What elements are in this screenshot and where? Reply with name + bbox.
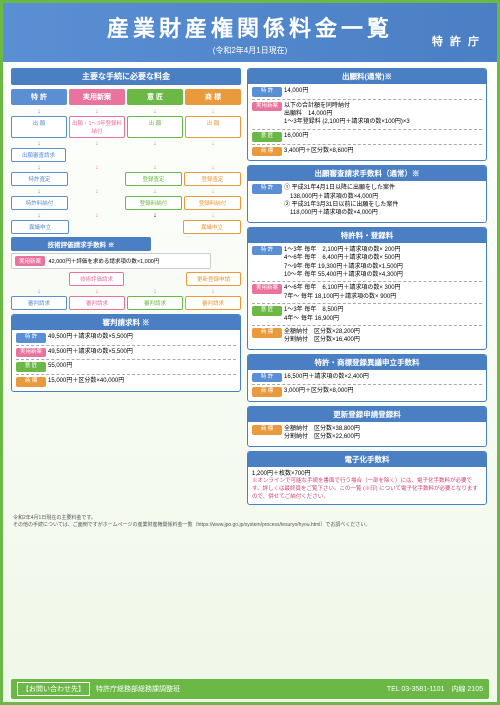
header: 産業財産権関係料金一覧 (令和2年4月1日現在) 特 許 庁 [3, 3, 497, 62]
flow-opposition: 異議申立 [11, 220, 69, 234]
flow-opposition: 異議申立 [183, 220, 241, 234]
flow-decision: 登録査定 [125, 172, 182, 186]
flow-application: 出 願 [127, 116, 183, 138]
box4-body: 特 許16,500円＋請求項の数×2,400円商 標3,000円＋区分数×8,0… [248, 370, 486, 401]
box5-title: 更新登録申請登録料 [248, 407, 486, 422]
footer-tel: TEL 03-3581-1101 内線 2105 [387, 684, 483, 694]
flow-trial: 審判請求 [11, 296, 67, 310]
flow-application: 出 願 [185, 116, 241, 138]
note2: その他の手続については、ご面倒ですがホームページの産業財産権関係料金一覧（htt… [3, 522, 497, 529]
left-column: 主要な手続に必要な料金 特 許 実用新案 意 匠 商 標 出 願 出願・1～3年… [11, 68, 241, 509]
box3-body: 特 許1～3年 毎年 2,100円＋請求項の数× 200円4～6年 毎年 6,4… [248, 243, 486, 349]
flow-exam-request: 出願審査請求 [11, 148, 66, 162]
agency: 特 許 庁 [432, 33, 481, 49]
tech-eval-body: 実用新案 42,000円＋評価を求める請求項の数×1,000円 [11, 253, 211, 269]
box2-title: 出願審査請求手数料（通常）※ [248, 166, 486, 181]
flow-renewal: 更新登録申請 [186, 272, 241, 286]
main-procedures-title: 主要な手続に必要な料金 [11, 68, 241, 85]
right-column: 出願料(通常)※特 許14,000円実用新案以下の合計額を同時納付出願料 14,… [247, 68, 487, 509]
footer: 【お問い合わせ先】 特許庁総務部総務課調整班 TEL 03-3581-1101 … [11, 679, 489, 699]
tech-eval-title: 技術評価請求手数料 ※ [11, 237, 151, 251]
cat-design: 意 匠 [127, 89, 183, 105]
footer-text: 特許庁総務部総務課調整班 [96, 684, 180, 694]
box3-title: 特許料・登録料 [248, 228, 486, 243]
footer-label: 【お問い合わせ先】 [17, 682, 90, 696]
page-title: 産業財産権関係料金一覧 [15, 11, 485, 43]
flow-trial: 審判請求 [69, 296, 125, 310]
tag-utility: 実用新案 [15, 256, 45, 266]
header-date: (令和2年4月1日現在) [15, 45, 485, 56]
flow-trial: 審判請求 [185, 296, 241, 310]
flow-trial: 審判請求 [127, 296, 183, 310]
box6-body: 1,200円＋枚数×700円※オンラインで可能な手続を書面で行う場合（一部を除く… [248, 467, 486, 504]
flow-tech-request: 技術評価請求 [69, 272, 124, 286]
flow-application: 出 願 [11, 116, 67, 138]
box1-title: 出願料(通常)※ [248, 69, 486, 84]
box2-body: 特 許① 平成31年4月1日以降に出願をした案件 138,000円＋請求項の数×… [248, 181, 486, 222]
cat-utility: 実用新案 [69, 89, 125, 105]
cat-trademark: 商 標 [185, 89, 241, 105]
box1-body: 特 許14,000円実用新案以下の合計額を同時納付出願料 14,000円1～3年… [248, 84, 486, 160]
cat-patent: 特 許 [11, 89, 67, 105]
flow-decision: 特許査定 [11, 172, 68, 186]
box4-title: 特許・商標登録異議申立手数料 [248, 355, 486, 370]
flow-payment: 登録料納付 [125, 196, 182, 210]
flow-decision: 登録査定 [184, 172, 241, 186]
trial-fee-body: 特 許49,500円＋請求項の数×5,500円実用新案49,500円＋請求項の数… [12, 330, 240, 391]
category-row: 特 許 実用新案 意 匠 商 標 [11, 89, 241, 105]
flow-application: 出願・1～3年登録料納付 [69, 116, 125, 138]
flow-payment: 登録料納付 [184, 196, 241, 210]
trial-fee-title: 審判請求料 ※ [12, 315, 240, 330]
flow-payment: 特許料納付 [11, 196, 68, 210]
box5-body: 商 標全額納付 区分数×38,800円分割納付 区分数×22,600円 [248, 422, 486, 446]
box6-title: 電子化手数料 [248, 452, 486, 467]
